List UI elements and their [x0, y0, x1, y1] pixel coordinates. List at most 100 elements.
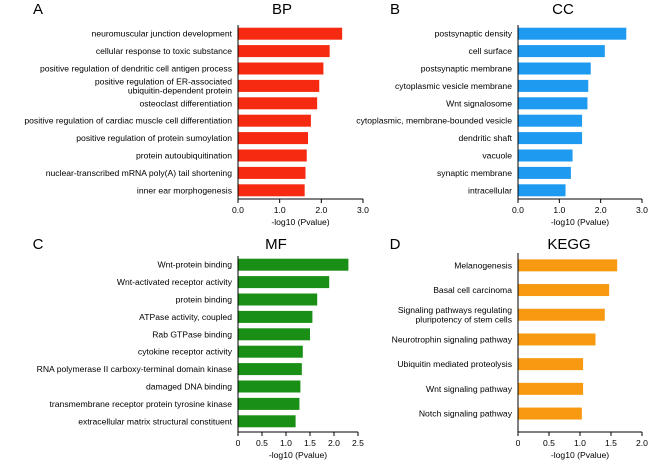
bar: [518, 382, 584, 395]
x-tick-label: 1.0: [280, 438, 292, 448]
panel-bp: A BP 0.0 1.0 2.0 3.0 -log10 (Pvalue) neuromuscu…: [24, 1, 369, 227]
category-label-line: Neurotrophin signaling pathway: [392, 334, 513, 344]
x-axis-label: -log10 (Pvalue): [271, 217, 329, 227]
bar: [238, 310, 313, 323]
x-axis-label: -log10 (Pvalue): [551, 450, 609, 460]
category-label-line: nuclear-transcribed mRNA poly(A) tail sh…: [46, 168, 232, 178]
bar: [238, 45, 330, 58]
category-label: osteoclast differentiation: [139, 98, 232, 108]
category-label-line: transmembrane receptor protein tyrosine …: [50, 399, 233, 409]
category-label: cytokine receptor activity: [138, 347, 233, 357]
category-label: cytoplasmic vesicle membrane: [395, 81, 512, 91]
bar: [238, 258, 349, 271]
category-label-line: Wnt-protein binding: [157, 260, 232, 270]
category-label-line: Wnt-activated receptor activity: [117, 277, 233, 287]
category-label-line: Ubiquitin mediated proteolysis: [397, 359, 512, 369]
category-label: dendritic shaft: [458, 133, 512, 143]
category-label-line: extracellular matrix structural constitu…: [78, 416, 232, 426]
x-tick-label: 2.0: [636, 438, 648, 448]
category-label-line: protein binding: [176, 295, 233, 305]
x-tick-label: 2.5: [352, 438, 364, 448]
category-label: extracellular matrix structural constitu…: [78, 416, 232, 426]
category-label: transmembrane receptor protein tyrosine …: [50, 399, 233, 409]
category-label: postsynaptic density: [435, 29, 513, 39]
x-tick-label: 1.5: [605, 438, 617, 448]
x-tick-label: 1.5: [304, 438, 316, 448]
category-label: intracellular: [468, 185, 512, 195]
category-label: ATPase activity, coupled: [139, 312, 232, 322]
x-tick-label: 0.5: [543, 438, 555, 448]
category-label: postsynaptic membrane: [421, 64, 512, 74]
bar: [238, 380, 301, 393]
category-label-line: damaged DNA binding: [146, 382, 232, 392]
panel-title: MF: [265, 236, 287, 253]
bar: [518, 358, 584, 371]
x-axis-label: -log10 (Pvalue): [551, 217, 609, 227]
category-label-line: intracellular: [468, 185, 512, 195]
category-label: synaptic membrane: [437, 168, 512, 178]
bar: [238, 62, 324, 75]
bar: [238, 276, 330, 289]
panel-cc: B CC 0.0 1.0 2.0 3.0 -log10 (Pvalue) postsynapt…: [356, 1, 648, 227]
category-label-line: Notch signaling pathway: [419, 409, 513, 419]
bar: [238, 114, 311, 127]
x-tick-label: 1.0: [274, 205, 286, 215]
x-tick-label: 0: [516, 438, 521, 448]
panel-title: CC: [552, 1, 574, 18]
x-axis-label: -log10 (Pvalue): [269, 450, 327, 460]
bar: [238, 345, 303, 358]
category-label: Wnt signaling pathway: [426, 384, 513, 394]
category-label-line: positive regulation of ER-associated: [95, 76, 232, 86]
category-label-line: neuromuscular junction development: [92, 29, 233, 39]
bar: [518, 184, 566, 197]
bar: [518, 45, 605, 58]
category-label-line: pluripotency of stem cells: [416, 314, 512, 324]
bar: [518, 132, 583, 145]
category-label-line: positive regulation of dendritic cell an…: [40, 64, 232, 74]
panel-title: BP: [272, 1, 292, 18]
category-label-line: inner ear morphogenesis: [137, 185, 232, 195]
category-label-line: Signaling pathways regulating: [398, 305, 512, 315]
bar: [518, 114, 583, 127]
category-label: Wnt-protein binding: [157, 260, 232, 270]
x-tick-label: 2.0: [328, 438, 340, 448]
x-tick-label: 2.0: [315, 205, 327, 215]
bar: [518, 407, 582, 420]
category-label: cellular response to toxic substance: [96, 46, 232, 56]
bar: [238, 363, 302, 376]
category-label: nuclear-transcribed mRNA poly(A) tail sh…: [46, 168, 232, 178]
category-label-line: Wnt signalosome: [446, 98, 512, 108]
category-label-line: postsynaptic density: [435, 29, 513, 39]
category-label: vacuole: [482, 151, 512, 161]
bar: [238, 397, 300, 410]
category-label: inner ear morphogenesis: [137, 185, 232, 195]
category-label: Ubiquitin mediated proteolysis: [397, 359, 512, 369]
bar: [238, 149, 307, 162]
panel-mf: C MF 0 0.5 1.0 1.5 2.0 2.5 -log10 (Pvalue) Wnt-pr…: [33, 236, 365, 460]
bar: [238, 132, 308, 145]
category-label: Signaling pathways regulating pluripotenc…: [398, 305, 512, 324]
panel-letter: D: [390, 236, 401, 253]
bar: [238, 328, 310, 341]
category-label-line: Rab GTPase binding: [152, 329, 232, 339]
category-label-line: cytoplasmic, membrane-bounded vesicle: [356, 116, 512, 126]
category-label-line: protein autoubiquitination: [136, 151, 232, 161]
category-label: positive regulation of ER-associated ubiq…: [95, 76, 232, 95]
x-tick-label: 1.0: [574, 438, 586, 448]
category-label: protein autoubiquitination: [136, 151, 232, 161]
category-label-line: positive regulation of cardiac muscle ce…: [24, 116, 232, 126]
x-tick-label: 0.0: [512, 205, 524, 215]
bar: [238, 97, 318, 110]
category-label: Wnt-activated receptor activity: [117, 277, 233, 287]
bar: [518, 97, 588, 110]
category-label-line: ubiquitin-dependent protein: [128, 86, 232, 96]
panel-kegg: D KEGG 0 0.5 1.0 1.5 2.0 -log10 (Pvalue) Melanog…: [390, 236, 649, 460]
category-label-line: cellular response to toxic substance: [96, 46, 232, 56]
category-label: Notch signaling pathway: [419, 409, 513, 419]
category-label-line: Melanogenesis: [454, 260, 512, 270]
category-label-line: positive regulation of protein sumoylati…: [76, 133, 232, 143]
category-label-line: cytoplasmic vesicle membrane: [395, 81, 512, 91]
panel-title: KEGG: [547, 236, 590, 253]
